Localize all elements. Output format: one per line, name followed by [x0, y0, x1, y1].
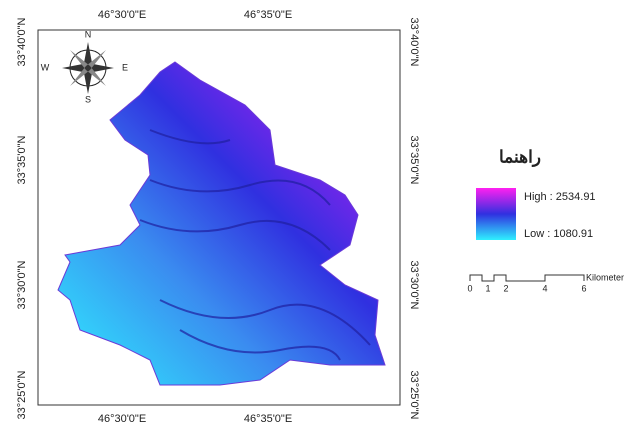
- top-label: 46°35'0"E: [244, 9, 292, 21]
- legend-title: راهنما: [499, 147, 541, 167]
- left-label: 33°25'0"N: [16, 370, 28, 419]
- compass-n: N: [85, 29, 92, 39]
- right-label: 33°30'0"N: [408, 261, 420, 310]
- scale-tick: 1: [485, 283, 490, 293]
- bottom-label: 46°35'0"E: [244, 413, 292, 425]
- right-label: 33°40'0"N: [408, 18, 420, 67]
- scale-tick: 4: [542, 283, 547, 293]
- compass-e: E: [122, 62, 128, 72]
- right-label: 33°25'0"N: [408, 371, 420, 420]
- compass-w: W: [41, 62, 50, 72]
- compass-rose: N S E W: [41, 29, 128, 104]
- compass-s: S: [85, 94, 91, 104]
- left-label: 33°35'0"N: [16, 135, 28, 184]
- left-label: 33°40'0"N: [16, 17, 28, 66]
- scale-tick: 0: [467, 283, 472, 293]
- scale-tick: 2: [503, 283, 508, 293]
- legend-ramp: [476, 188, 516, 240]
- scale-bar: 0 1 2 4 6 Kilometer: [467, 272, 624, 293]
- ridge-lines: [139, 129, 371, 361]
- bottom-label: 46°30'0"E: [98, 413, 146, 425]
- scale-unit: Kilometer: [586, 272, 624, 282]
- legend-high: High : 2534.91: [524, 191, 596, 203]
- top-label: 46°30'0"E: [98, 9, 146, 21]
- right-label: 33°35'0"N: [408, 136, 420, 185]
- scale-tick: 6: [581, 283, 586, 293]
- left-label: 33°30'0"N: [16, 260, 28, 309]
- legend-low: Low : 1080.91: [524, 228, 593, 240]
